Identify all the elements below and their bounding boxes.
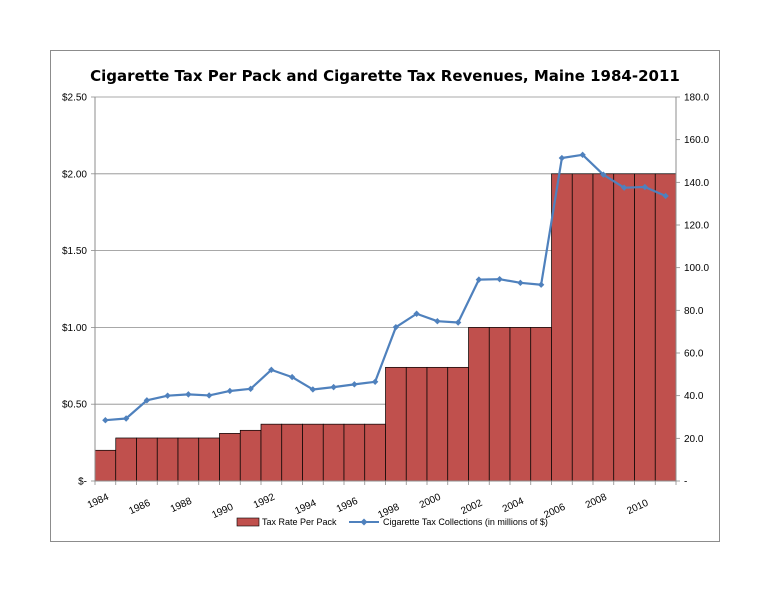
x-tick-label: 1990 bbox=[210, 502, 235, 522]
right-tick-label: 80.0 bbox=[684, 306, 704, 317]
bar-1992 bbox=[260, 423, 283, 482]
left-tick-label: $- bbox=[78, 477, 87, 488]
bar-2010 bbox=[634, 173, 656, 482]
bar-2002 bbox=[468, 327, 490, 482]
legend: Tax Rate Per Pack Cigarette Tax Collecti… bbox=[236, 517, 548, 527]
bar-2000 bbox=[426, 366, 449, 482]
legend-marker-collections bbox=[360, 518, 368, 526]
collections-point-2005 bbox=[537, 281, 545, 288]
axes bbox=[91, 96, 680, 485]
left-tick-label: $2.00 bbox=[62, 169, 87, 180]
bar-series bbox=[94, 173, 677, 482]
collections-point-1993 bbox=[288, 373, 296, 381]
bar-1991 bbox=[239, 429, 262, 482]
left-axis-ticks: $- $0.50 $1.00 $1.50 $2.00 $2.50 bbox=[62, 93, 87, 488]
collections-point-1991 bbox=[247, 385, 254, 393]
x-tick-label: 2008 bbox=[584, 492, 609, 512]
legend-label-collections: Cigarette Tax Collections (in millions o… bbox=[383, 517, 548, 527]
right-tick-label: 120.0 bbox=[684, 221, 709, 232]
right-axis-ticks: - 20.0 40.0 60.0 80.0 100.0 120.0 140.0 160.0 180… bbox=[684, 93, 709, 488]
x-tick-label: 1994 bbox=[293, 498, 318, 518]
collections-point-1984 bbox=[102, 417, 109, 424]
collections-point-1990 bbox=[226, 387, 234, 395]
x-tick-label: 1984 bbox=[86, 492, 111, 512]
legend-label-tax-rate: Tax Rate Per Pack bbox=[262, 517, 337, 527]
chart-frame: Cigarette Tax Per Pack and Cigarette Tax… bbox=[50, 50, 720, 542]
bar-2003 bbox=[488, 327, 511, 482]
collections-point-1987 bbox=[164, 392, 171, 399]
collections-point-1988 bbox=[185, 391, 192, 398]
bar-2001 bbox=[447, 366, 469, 482]
right-tick-label: 40.0 bbox=[684, 391, 704, 402]
bar-1984 bbox=[94, 449, 117, 482]
right-tick-label: 100.0 bbox=[684, 263, 709, 274]
right-tick-label: - bbox=[684, 477, 687, 488]
collections-line bbox=[105, 153, 667, 422]
collections-point-1994 bbox=[309, 386, 317, 393]
bar-1990 bbox=[219, 433, 241, 482]
collections-point-1989 bbox=[205, 392, 213, 399]
collections-point-1992 bbox=[268, 366, 275, 374]
chart-title: Cigarette Tax Per Pack and Cigarette Tax… bbox=[90, 67, 680, 85]
right-tick-label: 140.0 bbox=[684, 178, 709, 189]
x-tick-label: 1986 bbox=[127, 498, 152, 518]
bar-1996 bbox=[343, 423, 366, 482]
bar-1985 bbox=[115, 437, 137, 482]
x-tick-label: 1988 bbox=[169, 496, 194, 516]
bar-1994 bbox=[302, 423, 324, 482]
bar-1993 bbox=[281, 423, 303, 482]
bar-1995 bbox=[322, 423, 345, 482]
left-tick-label: $1.50 bbox=[62, 246, 87, 257]
collections-point-2011 bbox=[662, 192, 669, 200]
bar-2006 bbox=[551, 173, 573, 482]
collections-point-2004 bbox=[517, 279, 524, 287]
collections-point-2001 bbox=[454, 319, 462, 326]
right-tick-label: 20.0 bbox=[684, 434, 704, 445]
collections-point-1995 bbox=[330, 383, 337, 391]
right-tick-label: 60.0 bbox=[684, 349, 704, 360]
x-tick-label: 2010 bbox=[625, 498, 650, 518]
bar-1999 bbox=[405, 366, 428, 482]
bar-1989 bbox=[198, 437, 220, 482]
collections-point-2009 bbox=[620, 184, 628, 191]
left-tick-label: $2.50 bbox=[62, 93, 87, 104]
x-tick-label: 1996 bbox=[335, 496, 360, 516]
right-tick-label: 180.0 bbox=[684, 93, 709, 104]
collections-point-2010 bbox=[641, 183, 649, 191]
collections-point-2007 bbox=[579, 151, 586, 159]
bar-2011 bbox=[654, 173, 677, 482]
x-tick-label: 1992 bbox=[252, 492, 277, 512]
collections-point-2002 bbox=[475, 276, 483, 283]
left-tick-label: $1.00 bbox=[62, 323, 87, 334]
bar-2004 bbox=[509, 327, 532, 482]
collections-point-2003 bbox=[496, 275, 503, 283]
x-tick-label: 2004 bbox=[501, 496, 526, 516]
collections-point-2008 bbox=[600, 171, 607, 178]
bar-1997 bbox=[364, 423, 386, 482]
bar-2007 bbox=[571, 173, 594, 482]
bar-2009 bbox=[613, 173, 635, 482]
collections-point-1998 bbox=[392, 323, 400, 331]
collections-point-1996 bbox=[351, 381, 358, 388]
right-tick-label: 160.0 bbox=[684, 135, 709, 146]
left-tick-label: $0.50 bbox=[62, 400, 87, 411]
x-tick-label: 2000 bbox=[418, 492, 443, 512]
collections-point-2006 bbox=[558, 154, 566, 162]
legend-swatch-tax-rate bbox=[236, 517, 260, 527]
chart-canvas: Cigarette Tax Per Pack and Cigarette Tax… bbox=[62, 67, 709, 527]
collections-point-1999 bbox=[413, 310, 420, 317]
bar-2005 bbox=[530, 327, 552, 482]
collections-point-2000 bbox=[434, 318, 441, 325]
x-tick-label: 2002 bbox=[459, 498, 484, 518]
bar-1988 bbox=[177, 437, 200, 482]
bar-1986 bbox=[136, 437, 158, 482]
line-series bbox=[102, 151, 669, 424]
bar-1987 bbox=[156, 437, 179, 482]
bar-1998 bbox=[385, 366, 407, 482]
collections-point-1997 bbox=[371, 378, 379, 385]
bar-2008 bbox=[592, 173, 615, 482]
collections-point-1985 bbox=[122, 415, 130, 422]
